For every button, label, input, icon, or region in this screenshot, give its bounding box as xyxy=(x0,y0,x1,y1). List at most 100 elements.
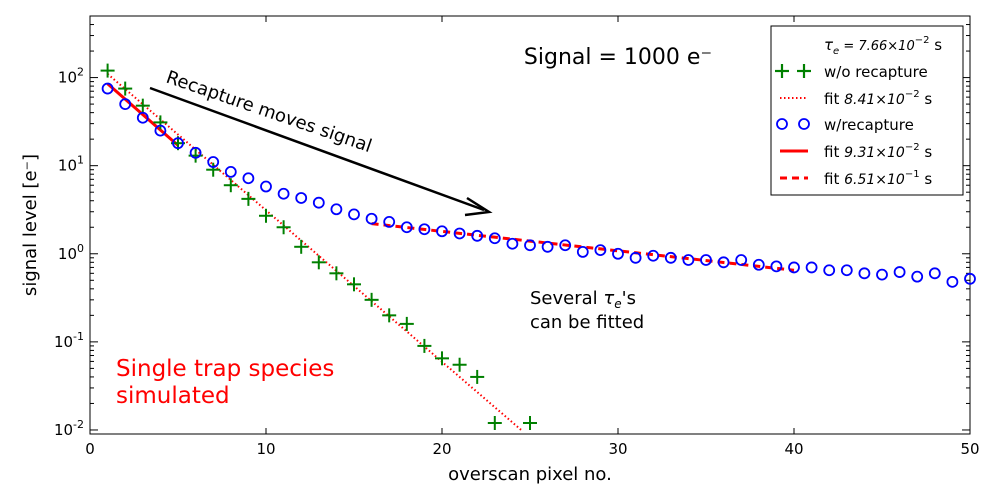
data-point-circle xyxy=(172,137,184,150)
data-point-plus xyxy=(399,316,414,331)
x-axis-ticks: 0 10 20 30 40 50 xyxy=(85,16,980,458)
data-point-circle xyxy=(418,223,431,236)
data-point-circle xyxy=(805,261,818,274)
legend-item-fit-dotted: fit 8.41×10−2 s xyxy=(780,89,932,108)
data-point-circle xyxy=(594,244,607,257)
data-point-circle xyxy=(717,256,730,269)
data-point-circle xyxy=(506,237,519,250)
data-point-plus xyxy=(135,98,150,113)
x-tick-label: 20 xyxy=(432,440,451,458)
data-point-plus xyxy=(364,292,379,307)
data-point-circle xyxy=(664,251,677,264)
data-point-circle xyxy=(119,98,132,110)
data-point-plus xyxy=(417,338,432,353)
data-point-plus xyxy=(153,115,168,130)
y-tick-label: 102 xyxy=(58,66,84,87)
data-point-circle xyxy=(524,239,536,252)
data-point-plus xyxy=(452,357,467,372)
data-point-circle xyxy=(612,247,624,260)
legend-item-fit-dashed: fit 6.51×10−1 s xyxy=(780,169,932,188)
data-point-circle xyxy=(365,212,378,225)
data-point-plus xyxy=(347,277,361,292)
data-point-circle xyxy=(488,232,501,245)
fit-line-solid xyxy=(106,82,179,147)
data-point-circle xyxy=(788,261,800,274)
x-tick-label: 0 xyxy=(85,440,95,458)
several-fitted-annotation-line1: Several τe's xyxy=(530,288,636,311)
legend-label: fit 8.41×10−2 s xyxy=(824,89,932,108)
y-axis-label: signal level [e⁻] xyxy=(20,154,41,296)
data-point-circle xyxy=(242,172,255,185)
data-point-circle xyxy=(823,264,836,277)
y-tick-label: 101 xyxy=(58,154,84,175)
data-point-circle xyxy=(682,254,695,266)
data-point-circle xyxy=(453,227,466,240)
data-point-circle xyxy=(295,192,308,204)
recapture-arrow xyxy=(149,86,493,217)
legend-box xyxy=(770,25,964,196)
data-point-circle xyxy=(735,254,748,266)
data-point-circle xyxy=(154,124,167,137)
data-point-plus xyxy=(435,351,449,366)
single-trap-annotation-line1: Single trap species xyxy=(116,356,334,382)
data-point-circle xyxy=(700,254,712,266)
y-tick-label: 10-2 xyxy=(54,418,84,439)
data-point-plus xyxy=(100,63,115,78)
data-point-plus xyxy=(206,162,221,177)
data-point-circle xyxy=(383,216,396,228)
data-point-plus xyxy=(294,239,309,254)
legend-circle-marker-icon xyxy=(776,118,810,130)
x-tick-label: 40 xyxy=(784,440,803,458)
x-tick-label: 30 xyxy=(608,440,627,458)
series-without-recapture xyxy=(100,63,537,430)
data-point-plus xyxy=(382,308,397,323)
legend-label: w/recapture xyxy=(824,116,914,134)
data-point-circle xyxy=(260,180,272,193)
data-point-circle xyxy=(858,267,871,280)
data-point-circle xyxy=(629,251,642,264)
data-point-plus xyxy=(487,415,502,430)
series-with-recapture xyxy=(101,82,976,288)
legend-item-fit-solid: fit 9.31×10−2 s xyxy=(780,142,932,161)
fit-line-dashed xyxy=(371,222,795,272)
data-point-circle xyxy=(911,270,924,283)
data-point-plus xyxy=(311,255,326,270)
legend-label: fit 6.51×10−1 s xyxy=(824,169,932,188)
data-point-plus xyxy=(276,220,291,235)
legend-item-with-recapture: w/recapture xyxy=(776,116,914,134)
legend-label: fit 9.31×10−2 s xyxy=(824,142,932,161)
signal-annotation: Signal = 1000 e⁻ xyxy=(524,45,712,70)
x-axis-label: overscan pixel no. xyxy=(448,464,612,485)
data-point-circle xyxy=(559,239,572,252)
data-point-circle xyxy=(876,268,888,281)
data-point-circle xyxy=(348,208,360,221)
data-point-circle xyxy=(964,272,976,285)
data-point-circle xyxy=(224,165,237,178)
data-point-circle xyxy=(576,246,589,258)
data-point-plus xyxy=(241,191,256,206)
legend-label: w/o recapture xyxy=(824,63,928,81)
several-fitted-annotation-line2: can be fitted xyxy=(530,312,644,333)
data-point-circle xyxy=(330,203,343,216)
x-tick-label: 50 xyxy=(960,440,979,458)
data-point-circle xyxy=(277,187,290,200)
data-point-circle xyxy=(541,240,554,253)
legend-plus-marker-icon xyxy=(775,64,811,78)
data-point-circle xyxy=(840,264,853,277)
data-point-circle xyxy=(471,229,484,242)
x-tick-label: 10 xyxy=(256,440,275,458)
data-point-circle xyxy=(647,249,660,262)
data-point-circle xyxy=(893,266,906,278)
data-point-circle xyxy=(436,225,448,238)
data-point-circle xyxy=(101,82,114,95)
data-point-plus xyxy=(118,81,133,96)
data-point-circle xyxy=(207,156,220,168)
data-point-circle xyxy=(136,111,149,124)
data-point-plus xyxy=(259,208,273,223)
data-point-circle xyxy=(400,221,413,234)
data-point-plus xyxy=(223,178,238,193)
data-point-circle xyxy=(770,260,783,273)
data-point-plus xyxy=(470,369,485,384)
data-point-circle xyxy=(928,267,941,280)
